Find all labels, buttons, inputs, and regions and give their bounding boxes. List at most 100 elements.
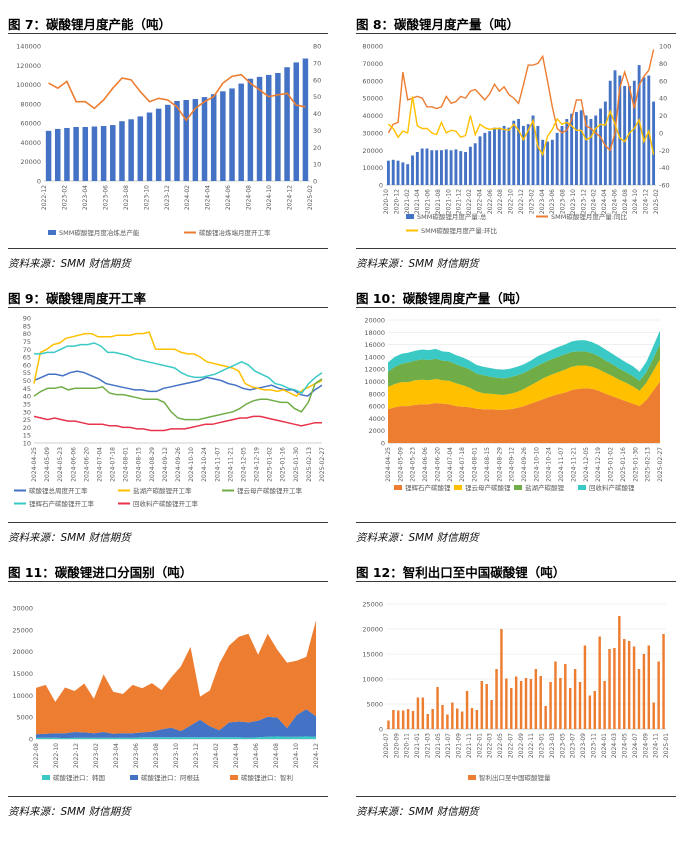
line-series-4: [33, 415, 322, 432]
bar-output: [411, 155, 414, 185]
bar-chile-export: [406, 709, 410, 729]
y2-tick-label: 60: [313, 76, 321, 84]
x-tick-label: 2024-11-07: [558, 447, 565, 482]
legend-entry: 回收料产碳酸锂开工率: [133, 499, 199, 508]
legend-entry: 锂辉石产碳酸锂: [405, 483, 451, 492]
bar-output: [637, 65, 641, 185]
y-tick-label: 65: [23, 354, 31, 362]
bar-capacity: [201, 97, 208, 181]
legend-entry: 锂云母产碳酸锂开工率: [237, 486, 303, 495]
bar-output: [473, 143, 477, 185]
bar-chile-export: [593, 691, 596, 729]
bar-output: [464, 151, 467, 185]
bar-output: [541, 139, 545, 185]
bar-output: [435, 150, 439, 185]
bar-chile-export: [573, 669, 577, 729]
bar-capacity: [155, 108, 162, 181]
x-tick-label: 2024-05-23: [410, 447, 417, 482]
legend-swatch: [130, 775, 138, 780]
bar-capacity: [137, 116, 144, 181]
bar-output: [391, 159, 395, 185]
bar-chile-export: [490, 700, 493, 729]
x-tick-label: 2021-11: [466, 733, 473, 758]
x-tick-label: 2023-10: [143, 185, 150, 210]
chart-fig12-chile-exports: 0 5000 10000 15000 20000 25000 2020-07 2020-09 2…: [362, 601, 670, 783]
bar-chile-export: [613, 648, 616, 729]
legend-entry: 锂辉石产碳酸锂开工率: [29, 499, 95, 508]
y2-tick-label: 80: [659, 60, 667, 68]
y-tick-label: 80000: [20, 100, 41, 108]
x-tick-label: 2023-04: [539, 189, 546, 214]
x-tick-label: 2025-02: [653, 189, 660, 214]
bar-output: [512, 120, 516, 185]
x-tick-label: 2024-09: [642, 733, 649, 758]
y2-tick-label: -40: [659, 164, 670, 172]
bar-capacity: [64, 127, 70, 181]
x-tick-label: 2023-08: [560, 189, 567, 214]
x-tick-label: 2025-02-13: [306, 447, 313, 482]
y2-tick-label: 0: [313, 178, 317, 186]
bar-capacity: [100, 126, 107, 181]
bar-output: [396, 160, 400, 185]
bar-chile-export: [460, 711, 464, 729]
y2-tick-label: 50: [313, 93, 321, 101]
bar-output: [526, 124, 530, 185]
y-tick-label: 10000: [364, 378, 385, 386]
bar-chile-export: [647, 645, 651, 729]
x-tick-label: 2024-06: [253, 743, 260, 768]
bar-output: [628, 85, 631, 185]
y-tick-label: 15: [23, 432, 31, 440]
x-tick-label: 2024-08-29: [496, 447, 503, 482]
y-tick-label: 0: [379, 726, 383, 734]
y-tick-label: 15000: [362, 651, 383, 659]
panel-title-fig10: 图 10：碳酸锂周度产量（吨）: [356, 291, 528, 306]
bar-chile-export: [421, 697, 425, 729]
bar-output: [603, 101, 607, 185]
y-tick-label: 6000: [368, 403, 385, 411]
x-tick-label: 2021-10: [445, 189, 452, 214]
y-tick-label: 55: [23, 369, 31, 377]
legend-swatch: [468, 775, 476, 780]
x-tick-label: 2023-11: [590, 733, 597, 758]
area-series-2: [388, 344, 660, 395]
bar-chile-export: [549, 682, 552, 729]
y-tick-label: 10: [23, 440, 31, 448]
x-tick-label: 2025-02-13: [645, 447, 652, 482]
bar-output: [531, 115, 535, 185]
x-tick-label: 2024-04: [233, 743, 240, 768]
bar-output: [608, 80, 612, 185]
y-tick-label: 100000: [16, 81, 41, 89]
y-tick-label: 35: [23, 400, 31, 408]
x-tick-label: 2020-09: [393, 733, 400, 758]
x-tick-label: 2022-11: [528, 733, 535, 758]
legend-entry: 碳酸锂冶炼端月度开工率: [199, 228, 271, 237]
legend-entry: 锂云母产碳酸锂: [465, 483, 511, 492]
bar-chile-export: [387, 720, 390, 729]
y2-tick-label: 20: [659, 112, 667, 120]
bar-output: [618, 75, 622, 185]
x-tick-label: 2024-03: [611, 733, 618, 758]
y-tick-label: 5000: [16, 714, 33, 722]
y-tick-label: 90: [23, 315, 31, 323]
bar-output: [517, 118, 521, 185]
bar-output: [497, 127, 501, 185]
bar-capacity: [293, 62, 299, 182]
x-tick-label: 2024-05-09: [397, 447, 404, 482]
bar-output: [642, 77, 646, 185]
chart-fig11-imports-by-country: 0 5000 10000 15000 20000 25000 30000 2022-08 202…: [12, 605, 320, 783]
bar-chile-export: [534, 669, 538, 729]
x-tick-label: 2022-05: [497, 733, 504, 758]
x-tick-label: 2021-09: [456, 733, 463, 758]
bar-chile-export: [627, 641, 631, 729]
source-fig8: 资料来源：SMM 财信期货: [356, 258, 479, 270]
y-tick-label: 20000: [12, 648, 33, 656]
y-tick-label: 4000: [368, 415, 385, 423]
y2-tick-label: 80: [313, 43, 321, 51]
bar-chile-export: [524, 678, 528, 729]
y-tick-label: 30: [23, 408, 31, 416]
y-tick-label: 16000: [364, 341, 385, 349]
bar-output: [430, 150, 434, 185]
bar-capacity: [128, 119, 134, 181]
panel-title-fig7: 图 7：碳酸锂月度产能（吨）: [8, 17, 172, 32]
